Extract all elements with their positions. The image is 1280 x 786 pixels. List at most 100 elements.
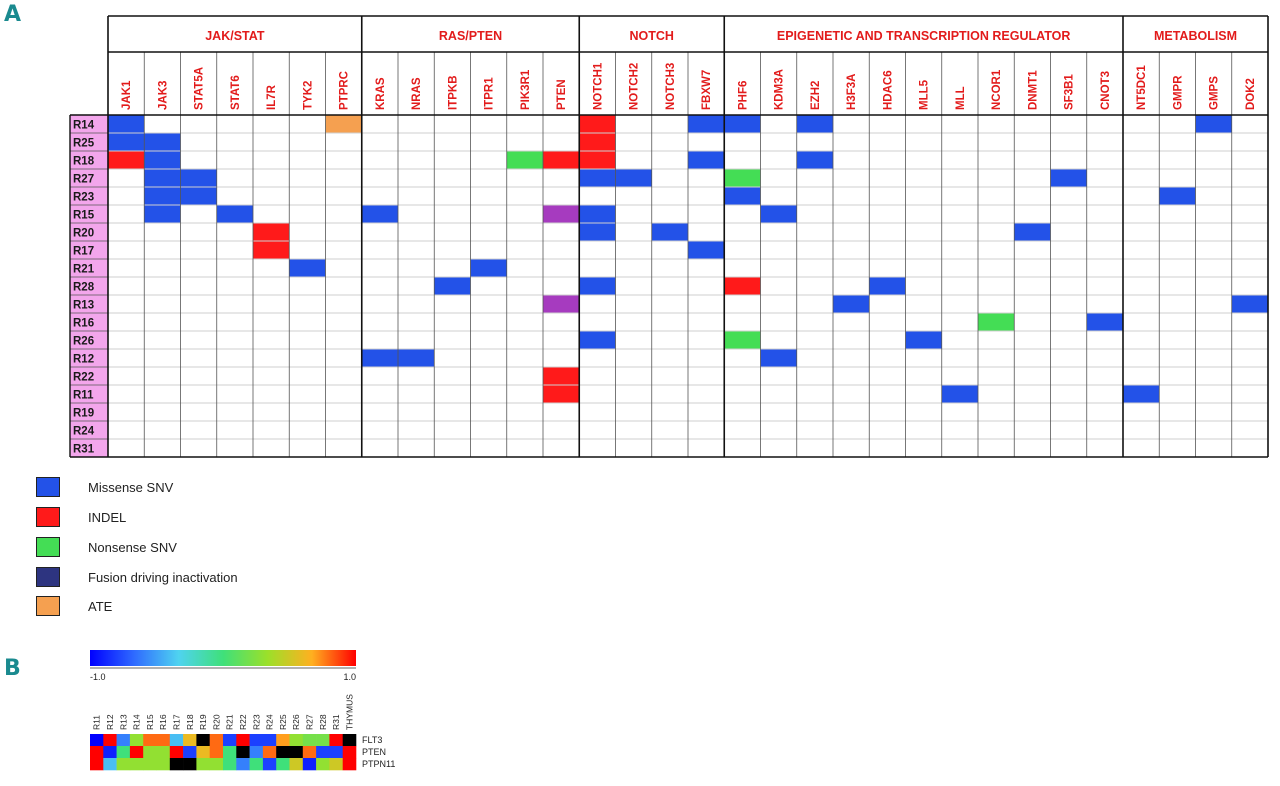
mutation-cell-R18-NOTCH1 xyxy=(579,151,616,169)
heatmap-col-label-R19: R19 xyxy=(198,714,208,730)
heatmap-cell-PTEN-R28 xyxy=(316,746,330,759)
heatmap-cell-FLT3-R31 xyxy=(329,734,343,747)
mutation-cell-R23-GMPR xyxy=(1159,187,1196,205)
heatmap-cell-FLT3-R20 xyxy=(209,734,224,747)
sample-label-R31: R31 xyxy=(73,444,95,456)
gene-label-STAT6: STAT6 xyxy=(230,75,242,110)
row-label-bg xyxy=(70,421,108,439)
sample-label-R25: R25 xyxy=(73,138,95,150)
sample-label-R26: R26 xyxy=(73,336,94,348)
mutation-cell-R14-PHF6 xyxy=(724,115,761,133)
gene-label-FBXW7: FBXW7 xyxy=(701,70,713,110)
mutation-cell-R18-PTEN xyxy=(543,151,580,169)
heatmap-cell-FLT3-R21 xyxy=(223,734,237,747)
sample-label-R21: R21 xyxy=(73,264,95,276)
mutation-cell-R23-JAK3 xyxy=(144,187,181,205)
gene-label-ITPR1: ITPR1 xyxy=(484,77,496,110)
heatmap-cell-PTEN-R16 xyxy=(156,746,171,759)
mutation-cell-R20-DNMT1 xyxy=(1014,223,1051,241)
gene-label-DNMT1: DNMT1 xyxy=(1027,70,1039,110)
heatmap-cell-FLT3-R28 xyxy=(316,734,330,747)
mutation-cell-R20-IL7R xyxy=(253,223,290,241)
heatmap-col-label-R28: R28 xyxy=(318,714,328,730)
heatmap-cell-PTEN-R21 xyxy=(223,746,237,759)
heatmap-col-label-R23: R23 xyxy=(251,714,261,730)
heatmap-cell-PTEN-R11 xyxy=(90,746,104,759)
heatmap-cell-PTPN11-R12 xyxy=(103,758,117,771)
legend-label-fusion: Fusion driving inactivation xyxy=(88,570,238,585)
group-label-4: METABOLISM xyxy=(1154,29,1237,43)
heatmap-cell-PTPN11-R22 xyxy=(236,758,250,771)
legend-swatch-missense xyxy=(36,477,60,497)
heatmap-cell-PTPN11-R13 xyxy=(116,758,131,771)
heatmap-col-label-R22: R22 xyxy=(238,714,248,730)
heatmap-cell-PTEN-R31 xyxy=(329,746,343,759)
mutation-cell-R12-KDM3A xyxy=(760,349,797,367)
heatmap-cell-FLT3-THYMUS xyxy=(342,734,357,747)
gene-label-KRAS: KRAS xyxy=(375,77,387,110)
sample-label-R28: R28 xyxy=(73,282,95,294)
mutation-cell-R11-NT5DC1 xyxy=(1123,385,1160,403)
row-label-bg xyxy=(70,277,108,295)
gene-label-MLL5: MLL5 xyxy=(919,79,931,110)
gene-label-JAK3: JAK3 xyxy=(157,81,169,110)
mutation-cell-R23-STAT5A xyxy=(180,187,217,205)
gene-label-JAK1: JAK1 xyxy=(121,80,133,110)
heatmap-cell-PTEN-R14 xyxy=(129,746,144,759)
gene-label-TYK2: TYK2 xyxy=(302,81,314,110)
heatmap-col-label-THYMUS: THYMUS xyxy=(344,694,354,730)
heatmap-row-label-PTPN11: PTPN11 xyxy=(362,759,395,769)
heatmap-col-label-R14: R14 xyxy=(132,714,142,730)
legend-label-missense: Missense SNV xyxy=(88,480,174,495)
mutation-cell-R16-NCOR1 xyxy=(978,313,1015,331)
heatmap-cell-PTPN11-R14 xyxy=(129,758,144,771)
gene-label-NCOR1: NCOR1 xyxy=(991,69,1003,110)
panel-a-label: A xyxy=(4,2,22,27)
sample-label-R22: R22 xyxy=(73,372,94,384)
gene-label-ITPKB: ITPKB xyxy=(447,76,459,111)
mutation-cell-R11-PTEN xyxy=(543,385,580,403)
mutation-cell-R17-FBXW7 xyxy=(688,241,725,259)
mutation-cell-R18-PIK3R1 xyxy=(506,151,543,169)
row-label-bg xyxy=(70,187,108,205)
mutation-cell-R15-KDM3A xyxy=(760,205,797,223)
colorbar-max-label: 1.0 xyxy=(343,672,356,682)
row-label-bg xyxy=(70,331,108,349)
mutation-cell-R14-PTPRC xyxy=(325,115,362,133)
heatmap-cell-PTPN11-R24 xyxy=(262,758,277,771)
heatmap-cell-PTPN11-R17 xyxy=(169,758,184,771)
heatmap-cell-PTEN-R27 xyxy=(302,746,317,759)
heatmap-col-label-R26: R26 xyxy=(291,714,301,730)
mutation-cell-R25-JAK3 xyxy=(144,133,181,151)
mutation-cell-R17-IL7R xyxy=(253,241,290,259)
mutation-cell-R14-NOTCH1 xyxy=(579,115,616,133)
heatmap-cell-FLT3-R11 xyxy=(90,734,104,747)
heatmap-cell-FLT3-R27 xyxy=(302,734,317,747)
heatmap-cell-PTEN-R18 xyxy=(183,746,197,759)
row-label-bg xyxy=(70,259,108,277)
sample-label-R24: R24 xyxy=(73,426,95,438)
heatmap-cell-PTPN11-R31 xyxy=(329,758,343,771)
heatmap-cell-FLT3-R22 xyxy=(236,734,250,747)
mutation-cell-R14-EZH2 xyxy=(796,115,833,133)
group-label-0: JAK/STAT xyxy=(205,29,265,43)
heatmap-cell-FLT3-R25 xyxy=(276,734,290,747)
heatmap-col-label-R15: R15 xyxy=(145,714,155,730)
heatmap-cell-PTEN-R15 xyxy=(143,746,157,759)
mutation-cell-R21-ITPR1 xyxy=(470,259,507,277)
mutation-cell-R15-PTEN xyxy=(543,205,580,223)
gene-label-STAT5A: STAT5A xyxy=(194,67,206,110)
heatmap-cell-PTEN-R24 xyxy=(262,746,277,759)
group-label-3: EPIGENETIC AND TRANSCRIPTION REGULATOR xyxy=(777,29,1071,43)
panel-b-label: B xyxy=(4,656,21,681)
mutation-cell-R27-SF3B1 xyxy=(1050,169,1087,187)
mutation-cell-R18-FBXW7 xyxy=(688,151,725,169)
mutation-cell-R13-DOK2 xyxy=(1231,295,1268,313)
gene-label-NOTCH1: NOTCH1 xyxy=(592,62,604,110)
legend-label-nonsense: Nonsense SNV xyxy=(88,540,177,555)
sample-label-R17: R17 xyxy=(73,246,94,258)
heatmap-cell-PTEN-THYMUS xyxy=(342,746,357,759)
gene-label-NT5DC1: NT5DC1 xyxy=(1136,65,1148,110)
row-label-bg xyxy=(70,115,108,133)
